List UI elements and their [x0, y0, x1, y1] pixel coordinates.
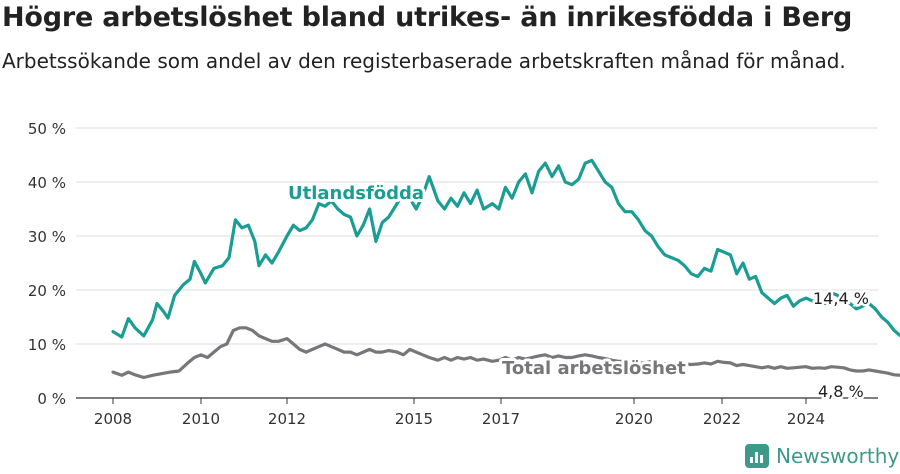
x-tick-label: 2020 — [615, 410, 653, 428]
series-line-total — [111, 326, 900, 380]
newsworthy-logo: Newsworthy — [745, 442, 899, 470]
x-tick-label: 2012 — [268, 410, 306, 428]
y-axis: 0 % 10 % 20 % 30 % 40 % 50 % — [28, 120, 66, 408]
bar-chart-logo-icon — [745, 444, 769, 468]
series-label-total: Total arbetslöshet — [502, 358, 686, 379]
y-tick-label: 20 % — [28, 282, 66, 300]
x-tick-label: 2015 — [395, 410, 433, 428]
x-tick-label: 2010 — [182, 410, 220, 428]
x-tick-label: 2022 — [703, 410, 741, 428]
x-tick-label: 2024 — [787, 410, 825, 428]
y-tick-label: 50 % — [28, 120, 66, 138]
y-tick-label: 10 % — [28, 336, 66, 354]
x-tick-label: 2017 — [482, 410, 520, 428]
x-axis: 2008 2010 2012 2015 2017 2020 2022 2024 — [94, 398, 825, 428]
series-lines — [111, 158, 900, 380]
last-value-utlandsfodda: 14,4 % — [813, 289, 869, 308]
last-value-total: 4,8 % — [818, 382, 864, 401]
brand-name: Newsworthy — [776, 444, 900, 468]
series-line-utlandsfodda — [111, 158, 900, 339]
series-labels: Utlandsfödda Total arbetslöshet 14,4 % 4,8 … — [285, 180, 871, 404]
y-tick-label: 40 % — [28, 174, 66, 192]
chart-title: Högre arbetslöshet bland utrikes- än inr… — [2, 2, 853, 33]
chart-subtitle: Arbetssökande som andel av den registerb… — [2, 49, 846, 73]
gridlines — [76, 127, 878, 399]
x-tick-label: 2008 — [94, 410, 132, 428]
y-tick-label: 0 % — [37, 390, 66, 408]
series-label-utlandsfodda: Utlandsfödda — [288, 183, 424, 204]
y-tick-label: 30 % — [28, 228, 66, 246]
